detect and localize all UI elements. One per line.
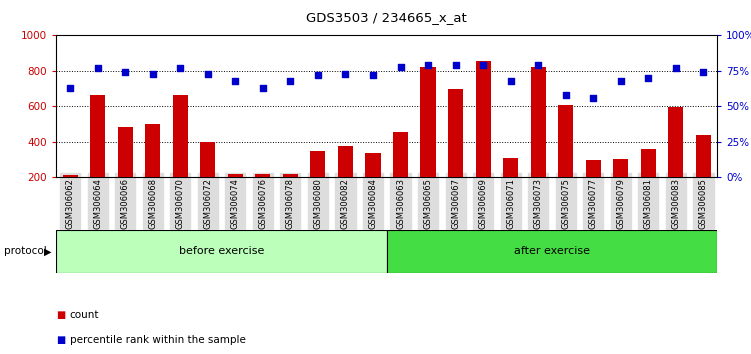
Point [64, 85, 76, 91]
Bar [387, 230, 717, 273]
Bar [558, 105, 573, 212]
Point [229, 78, 241, 84]
Point [559, 92, 572, 98]
Bar [668, 107, 683, 212]
Bar [393, 132, 408, 212]
Bar [255, 175, 270, 212]
Bar [586, 160, 601, 212]
Point [532, 62, 544, 68]
Bar [421, 67, 436, 212]
Bar [90, 95, 105, 212]
Bar [145, 124, 160, 212]
Text: ■: ■ [56, 310, 65, 320]
Point [505, 78, 517, 84]
Point [312, 72, 324, 78]
Bar [56, 230, 387, 273]
Text: ■: ■ [56, 335, 65, 345]
Point [422, 62, 434, 68]
Bar [614, 159, 629, 212]
Point [202, 71, 214, 76]
Point [285, 78, 297, 84]
Text: before exercise: before exercise [179, 246, 264, 256]
Point [477, 62, 489, 68]
Point [698, 69, 710, 75]
Text: GDS3503 / 234665_x_at: GDS3503 / 234665_x_at [306, 11, 467, 24]
Text: protocol: protocol [4, 246, 47, 256]
Bar [201, 143, 216, 212]
Point [92, 65, 104, 71]
Bar [696, 135, 711, 212]
Point [394, 64, 406, 69]
Bar [531, 67, 546, 212]
Point [257, 85, 269, 91]
Bar [475, 61, 490, 212]
Point [146, 71, 158, 76]
Bar [283, 175, 298, 212]
Bar [641, 149, 656, 212]
Point [642, 75, 654, 81]
Bar [118, 127, 133, 212]
Bar [503, 158, 518, 212]
Text: count: count [70, 310, 99, 320]
Bar [173, 95, 188, 212]
Bar [228, 175, 243, 212]
Text: after exercise: after exercise [514, 246, 590, 256]
Text: percentile rank within the sample: percentile rank within the sample [70, 335, 246, 345]
Bar [310, 152, 325, 212]
Point [587, 95, 599, 101]
Bar [448, 89, 463, 212]
Point [367, 72, 379, 78]
Point [174, 65, 186, 71]
Point [615, 78, 627, 84]
Bar [366, 153, 381, 212]
Point [670, 65, 682, 71]
Point [339, 71, 351, 76]
Point [450, 62, 462, 68]
Bar [338, 146, 353, 212]
Bar [62, 175, 77, 212]
Text: ▶: ▶ [44, 246, 51, 256]
Point [119, 69, 131, 75]
